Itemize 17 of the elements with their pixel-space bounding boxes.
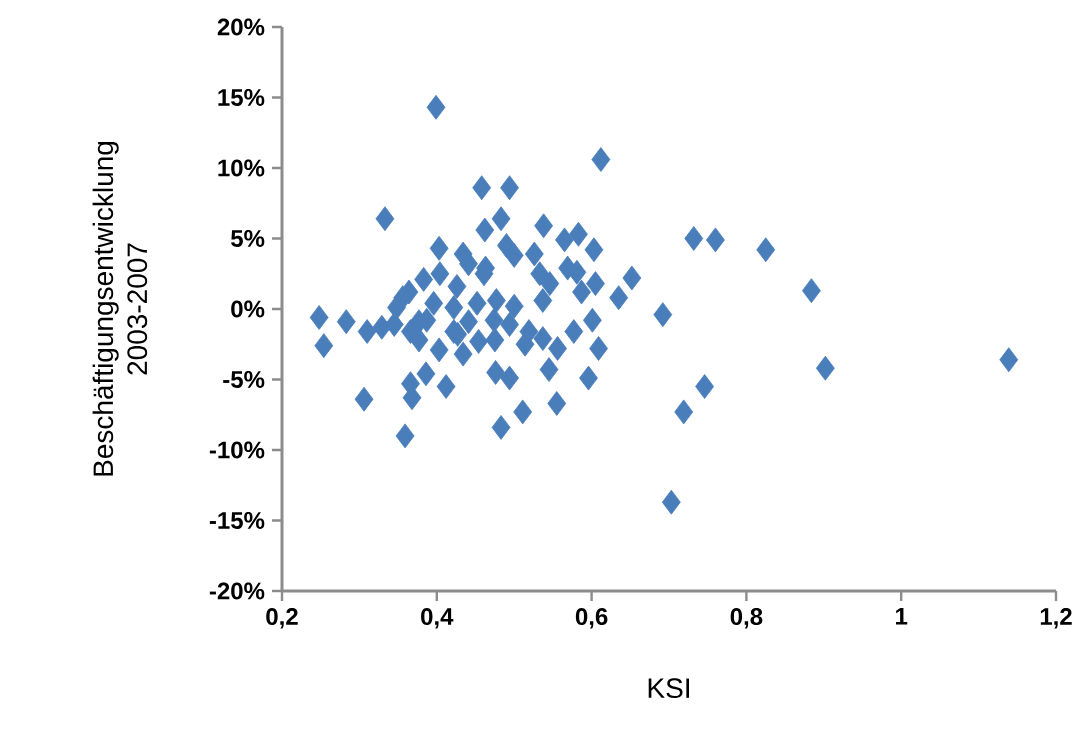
y-tick-label: 15% — [218, 89, 265, 106]
y-tick-label: -20% — [209, 582, 265, 600]
x-axis-title: KSI — [648, 678, 689, 699]
x-tick-label: 0,8 — [730, 608, 763, 629]
x-tick-label: 1,2 — [1040, 608, 1072, 629]
y-tick-label: 10% — [218, 159, 265, 177]
x-tick-label: 0,6 — [575, 608, 608, 629]
y-tick-label: -10% — [209, 441, 265, 459]
x-tick-label: 0,4 — [421, 608, 454, 629]
y-tick-label: -15% — [209, 512, 265, 529]
y-tick-label: 20% — [217, 18, 265, 36]
y-tick-label: -5% — [223, 371, 265, 388]
y-tick-label: 5% — [231, 230, 265, 247]
x-tick-label: 1 — [896, 608, 908, 625]
y-tick-label: 0% — [231, 300, 265, 318]
x-tick-label: 0,2 — [266, 608, 298, 629]
y-axis-title: Beschäftigungsentwicklung 2003-2007 — [92, 141, 148, 476]
